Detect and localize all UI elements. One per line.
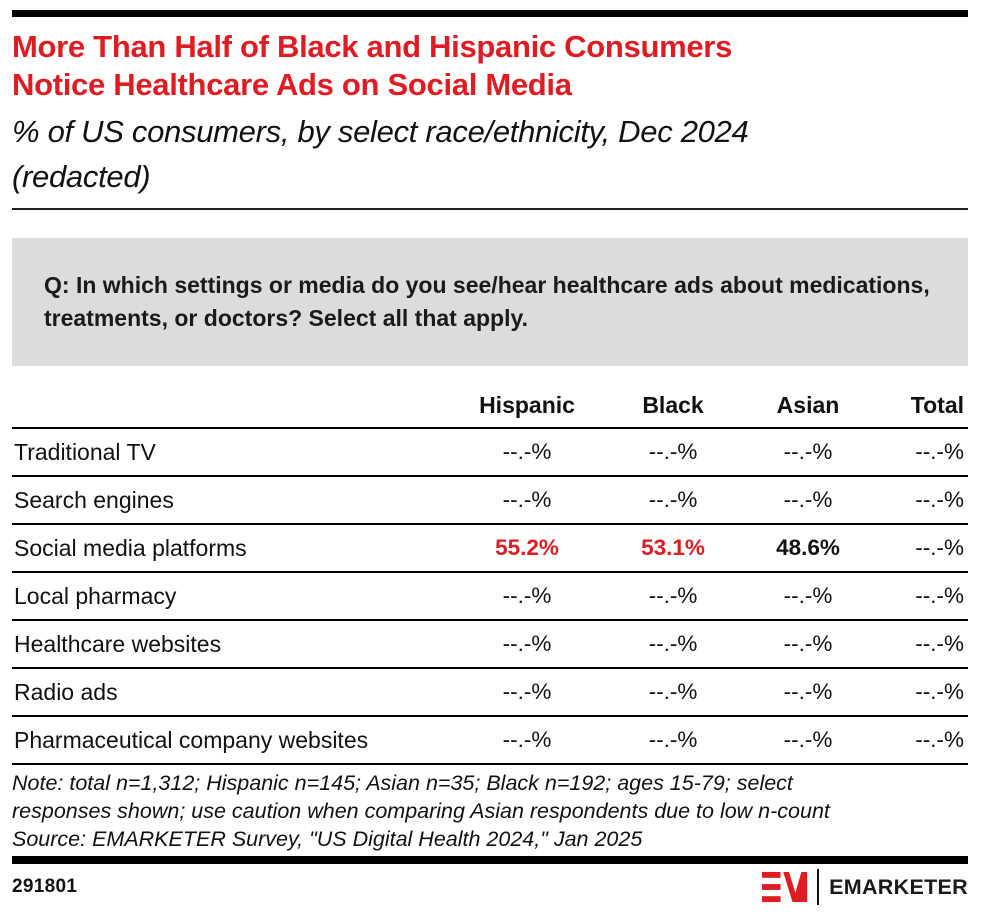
value-cell-highlight-red: 53.1% (602, 523, 744, 572)
footer: 291801 EMARKETER (12, 864, 968, 910)
column-header-asian: Asian (776, 392, 840, 418)
value-cell: --.-% (602, 667, 744, 716)
value-cell: --.-% (744, 571, 872, 620)
value-cell: --.-% (602, 715, 744, 764)
value-cell: --.-% (872, 475, 968, 524)
row-label: Social media platforms (12, 523, 452, 572)
table-row: Traditional TV --.-% --.-% --.-% --.-% (12, 427, 968, 476)
row-label: Radio ads (12, 667, 452, 716)
table-row: Healthcare websites --.-% --.-% --.-% --… (12, 619, 968, 668)
value-cell: --.-% (744, 427, 872, 476)
row-label: Traditional TV (12, 427, 452, 476)
value-cell: --.-% (872, 667, 968, 716)
value-cell: --.-% (744, 715, 872, 764)
value-cell: --.-% (602, 475, 744, 524)
chart-title: More Than Half of Black and Hispanic Con… (12, 29, 733, 102)
value-cell: --.-% (452, 475, 602, 524)
row-label: Local pharmacy (12, 571, 452, 620)
value-cell: --.-% (452, 571, 602, 620)
column-header-total: Total (910, 392, 964, 418)
value-cell: --.-% (452, 619, 602, 668)
value-cell: --.-% (744, 619, 872, 668)
table-row: Radio ads --.-% --.-% --.-% --.-% (12, 667, 968, 716)
table-row: Local pharmacy --.-% --.-% --.-% --.-% (12, 571, 968, 620)
table-row: Search engines --.-% --.-% --.-% --.-% (12, 475, 968, 524)
source-text: Source: EMARKETER Survey, "US Digital He… (12, 827, 643, 851)
row-label: Pharmaceutical company websites (12, 715, 452, 764)
value-cell: --.-% (744, 475, 872, 524)
header-empty-cell (12, 386, 452, 428)
bottom-rule (12, 856, 968, 864)
column-header-hispanic: Hispanic (479, 392, 575, 418)
survey-question-box: Q: In which settings or media do you see… (12, 238, 968, 366)
value-cell: --.-% (872, 571, 968, 620)
value-cell: --.-% (452, 427, 602, 476)
brand-name: EMARKETER (829, 874, 968, 899)
table-row: Pharmaceutical company websites --.-% --… (12, 715, 968, 764)
value-cell: --.-% (872, 523, 968, 572)
logo-divider (817, 869, 820, 905)
value-cell: --.-% (872, 427, 968, 476)
value-cell: --.-% (452, 715, 602, 764)
title-rule (12, 208, 968, 210)
header-row: Hispanic Black Asian Total (12, 386, 968, 428)
row-label: Healthcare websites (12, 619, 452, 668)
top-rule (12, 10, 968, 17)
emarketer-logo: EMARKETER (762, 869, 968, 905)
survey-question-text: Q: In which settings or media do you see… (44, 272, 930, 331)
table-row-highlighted: Social media platforms 55.2% 53.1% 48.6%… (12, 523, 968, 572)
value-cell: --.-% (452, 667, 602, 716)
value-cell: --.-% (602, 619, 744, 668)
data-table: Hispanic Black Asian Total Traditional T… (12, 386, 968, 765)
value-cell: --.-% (602, 427, 744, 476)
value-cell-highlight-bold: 48.6% (744, 523, 872, 572)
row-label: Search engines (12, 475, 452, 524)
value-cell: --.-% (744, 667, 872, 716)
value-cell: --.-% (872, 715, 968, 764)
note-text: Note: total n=1,312; Hispanic n=145; Asi… (12, 771, 830, 823)
value-cell: --.-% (602, 571, 744, 620)
column-header-black: Black (642, 392, 704, 418)
chart-id: 291801 (12, 876, 78, 897)
value-cell: --.-% (872, 619, 968, 668)
em-logo-mark-icon (762, 871, 808, 903)
chart-subtitle: % of US consumers, by select race/ethnic… (12, 114, 749, 194)
value-cell-highlight-red: 55.2% (452, 523, 602, 572)
